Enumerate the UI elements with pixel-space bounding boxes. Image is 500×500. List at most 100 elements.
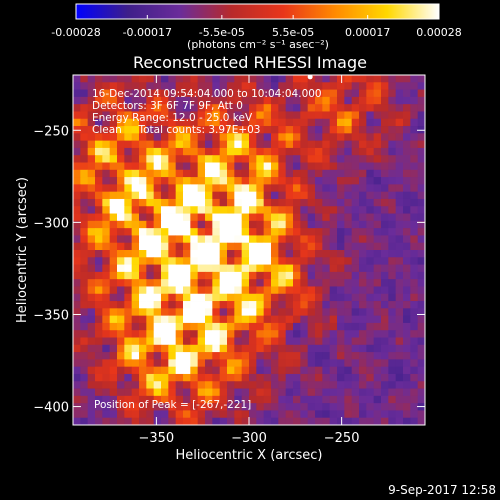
heatmap-cell [241,315,250,324]
heatmap-cell [249,403,257,411]
heatmap-cell [227,330,235,338]
heatmap-cell [307,410,316,419]
heatmap-cell [139,264,147,273]
heatmap-cell [271,279,279,287]
heatmap-cell [219,417,228,425]
heatmap-cell [73,220,81,229]
heatmap-cell [271,337,279,346]
heatmap-cell [337,352,345,360]
heatmap-cell [227,191,235,200]
heatmap-cell [395,344,404,353]
heatmap-cell [293,330,301,338]
heatmap-cell [337,126,345,134]
heatmap-cell [87,118,96,127]
heatmap-cell [197,279,206,287]
heatmap-cell [366,286,375,295]
heatmap-cell [87,301,96,309]
heatmap-cell [168,169,177,178]
heatmap-cell [102,75,111,83]
heatmap-cell [329,373,338,382]
heatmap-cell [241,242,250,251]
heatmap-cell [168,89,177,98]
heatmap-cell [395,147,404,156]
chart-title: Reconstructed RHESSI Image [133,53,367,72]
heatmap-cell [95,250,103,258]
heatmap-cell [373,169,382,178]
heatmap-cell [293,75,301,83]
heatmap-cell [175,257,184,265]
heatmap-cell [359,286,367,295]
heatmap-cell [87,155,96,163]
heatmap-cell [102,126,111,134]
heatmap-cell [249,373,257,382]
heatmap-cell [403,118,411,127]
heatmap-cell [410,126,419,134]
heatmap-cell [351,184,360,193]
heatmap-cell [329,417,338,425]
heatmap-cell [293,279,301,287]
heatmap-cell [388,184,397,193]
heatmap-cell [366,381,375,389]
heatmap-cell [73,82,81,90]
heatmap-cell [307,118,316,127]
heatmap-cell [329,198,338,207]
heatmap-cell [205,96,213,105]
heatmap-cell [315,104,323,112]
heatmap-cell [271,242,279,251]
heatmap-cell [307,162,316,171]
heatmap-cell [337,75,345,83]
heatmap-cell [293,155,301,163]
heatmap-cell [227,75,235,83]
heatmap-cell [117,228,125,236]
heatmap-cell [80,293,89,302]
heatmap-cell [315,169,323,178]
heatmap-cell [337,169,345,178]
heatmap-cell [373,118,382,127]
heatmap-cell [161,118,169,127]
heatmap-cell [175,177,184,185]
heatmap-cell [337,198,345,207]
heatmap-cell [95,315,103,324]
heatmap-cell [263,111,272,120]
heatmap-cell [212,228,221,236]
heatmap-cell [366,177,375,185]
heatmap-cell [146,82,155,90]
heatmap-cell [95,82,103,90]
heatmap-cell [293,104,301,112]
heatmap-cell [153,75,162,83]
heatmap-cell [95,352,103,360]
heatmap-cell [278,220,287,229]
heatmap-cell [183,359,191,368]
heatmap-cell [73,352,81,360]
heatmap-cell [95,301,103,309]
heatmap-cell [102,388,111,397]
heatmap-cell [190,315,199,324]
heatmap-cell [315,403,323,411]
heatmap-cell [168,308,177,317]
heatmap-cell [263,293,272,302]
heatmap-cell [161,257,169,265]
y-tick-label: −350 [33,308,69,323]
heatmap-cell [263,206,272,214]
heatmap-cell [190,242,199,251]
heatmap-cell [153,133,162,142]
heatmap-cell [329,366,338,375]
heatmap-cell [80,220,89,229]
heatmap-cell [146,322,155,331]
heatmap-cell [388,279,397,287]
heatmap-cell [153,213,162,222]
heatmap-cell [285,359,294,368]
heatmap-cell [337,286,345,295]
heatmap-cell [175,279,184,287]
heatmap-cell [307,169,316,178]
heatmap-cell [373,82,382,90]
heatmap-cell [168,250,177,258]
heatmap-cell [124,366,133,375]
heatmap-cell [168,213,177,222]
heatmap-cell [168,177,177,185]
heatmap-cell [293,206,301,214]
heatmap-cell [403,126,411,134]
heatmap-cell [263,191,272,200]
heatmap-cell [293,352,301,360]
heatmap-cell [293,89,301,98]
